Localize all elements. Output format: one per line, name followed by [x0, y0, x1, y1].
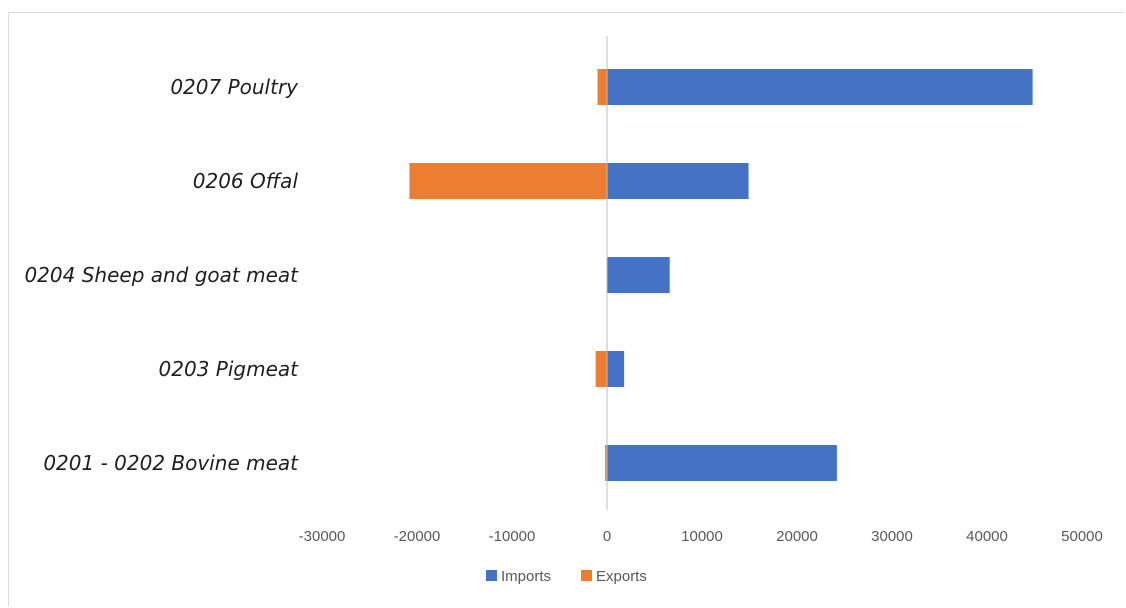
- bar-exports-3: [595, 351, 607, 387]
- category-label-1: 0206 Offal: [193, 169, 299, 193]
- x-tick-label: 0: [603, 528, 611, 545]
- x-tick-label: 20000: [776, 528, 818, 545]
- category-label-4: 0201 - 0202 Bovine meat: [43, 451, 299, 475]
- bar-imports-3: [607, 351, 625, 387]
- bar-imports-2: [607, 257, 670, 293]
- legend-label-imports: Imports: [501, 568, 551, 585]
- bar-exports-1: [409, 163, 607, 199]
- legend-swatch-exports: [581, 570, 592, 581]
- legend-label-exports: Exports: [596, 568, 647, 585]
- category-label-0: 0207 Poultry: [170, 75, 299, 99]
- category-label-2: 0204 Sheep and goat meat: [24, 263, 299, 287]
- x-tick-label: 10000: [681, 528, 723, 545]
- x-tick-label: -20000: [394, 528, 441, 545]
- bars-layer: [409, 69, 1033, 481]
- category-labels: 0207 Poultry 0206 Offal 0204 Sheep and goa…: [24, 75, 299, 475]
- x-tick-label: -10000: [489, 528, 536, 545]
- x-tick-labels: -30000 -20000 -10000 0 10000 20000 30000 40000 5…: [299, 528, 1103, 545]
- bar-imports-4: [607, 445, 837, 481]
- chart-frame: [8, 12, 1124, 606]
- bar-imports-0: [607, 69, 1033, 105]
- bar-exports-0: [597, 69, 607, 105]
- bar-exports-4: [605, 445, 607, 481]
- x-tick-label: -30000: [299, 528, 346, 545]
- bar-imports-1: [607, 163, 749, 199]
- legend: Imports Exports: [486, 568, 647, 585]
- category-label-3: 0203 Pigmeat: [159, 357, 300, 381]
- x-tick-label: 50000: [1061, 528, 1103, 545]
- x-tick-label: 30000: [871, 528, 913, 545]
- legend-swatch-imports: [486, 570, 497, 581]
- x-tick-label: 40000: [966, 528, 1008, 545]
